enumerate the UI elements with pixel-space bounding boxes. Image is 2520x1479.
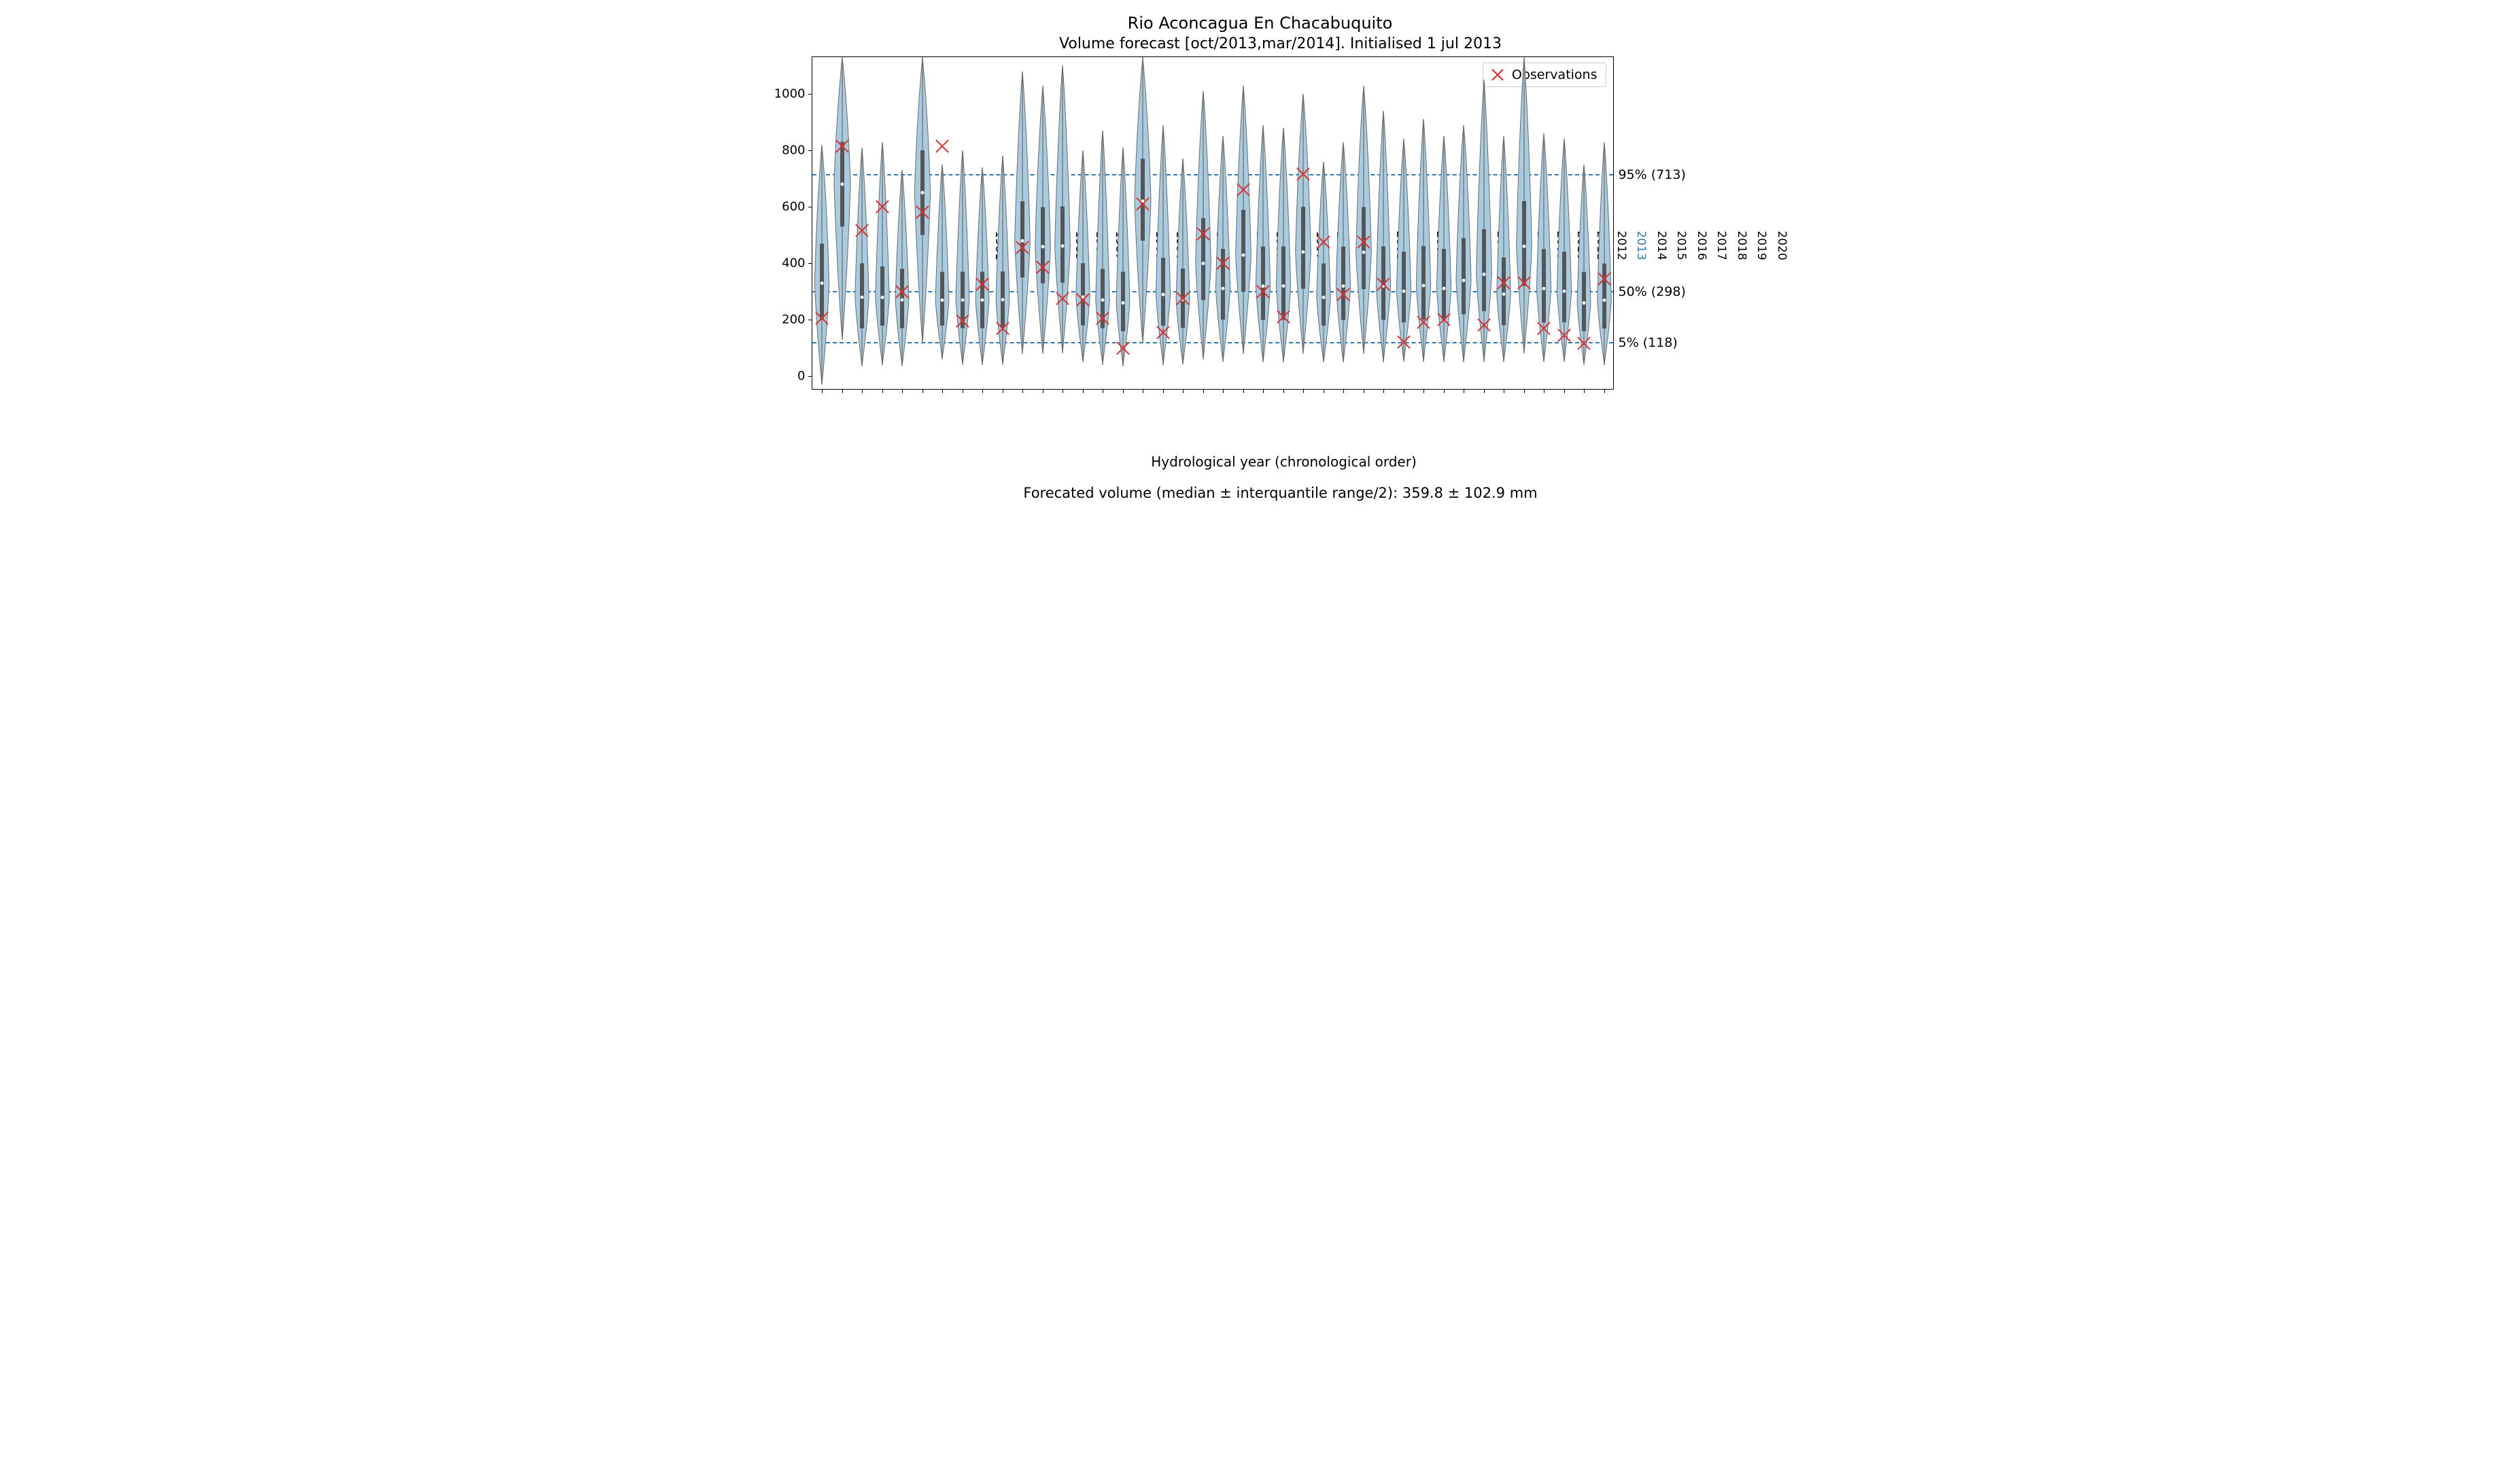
legend: Observations <box>1483 63 1606 87</box>
violin <box>1015 71 1031 354</box>
quantile-hline-label: 50% (298) <box>1619 284 1686 299</box>
quantile-hline-label: 95% (713) <box>1619 167 1686 182</box>
axes-title: Volume forecast [oct/2013,mar/2014]. Ini… <box>805 35 1757 52</box>
violin <box>1195 91 1211 359</box>
violin <box>1377 111 1391 362</box>
y-tick-mark <box>808 150 812 151</box>
chart-container: Rio Aconcagua En Chacabuquito Volume for… <box>764 14 1757 501</box>
x-tick-mark <box>882 389 883 393</box>
violin <box>1456 125 1471 362</box>
quantile-hline-label: 5% (118) <box>1619 335 1678 350</box>
violin <box>1476 80 1491 362</box>
violin <box>956 150 969 365</box>
x-tick-mark <box>1283 389 1284 393</box>
violin <box>1557 139 1571 362</box>
x-tick-mark <box>822 389 823 393</box>
violin <box>855 148 869 367</box>
violin <box>1135 57 1151 342</box>
violin <box>1598 142 1611 365</box>
plot-area: Observations 020040060080010001981198219… <box>812 56 1614 390</box>
figure-suptitle: Rio Aconcagua En Chacabuquito <box>764 14 1757 33</box>
violin <box>1076 150 1090 362</box>
violin <box>895 170 909 367</box>
x-tick-mark <box>902 389 903 393</box>
y-tick-mark <box>808 376 812 377</box>
y-tick-label: 800 <box>772 143 806 158</box>
x-tick-mark <box>1564 389 1565 393</box>
x-tick-mark <box>1022 389 1023 393</box>
violin <box>1156 125 1170 365</box>
x-tick-mark <box>1203 389 1204 393</box>
violin <box>1235 86 1251 354</box>
x-tick-mark <box>862 389 863 393</box>
x-tick-mark <box>1263 389 1264 393</box>
x-tick-mark <box>1183 389 1184 393</box>
violin <box>1035 86 1050 354</box>
x-tick-mark <box>1584 389 1585 393</box>
y-tick-mark <box>808 263 812 264</box>
violin <box>876 142 889 365</box>
violin <box>1396 139 1411 362</box>
violin <box>1116 148 1130 367</box>
x-axis-label: Hydrological year (chronological order) <box>1151 454 1417 470</box>
violin <box>996 156 1009 364</box>
x-tick-mark <box>942 389 943 393</box>
violin <box>1336 142 1351 362</box>
violin <box>1436 136 1451 362</box>
violin <box>1176 158 1190 364</box>
violin <box>1577 165 1591 365</box>
quantile-hline <box>812 342 1613 343</box>
x-tick-mark <box>1243 389 1244 393</box>
y-tick-label: 1000 <box>772 86 806 101</box>
violin <box>1276 128 1290 362</box>
violin <box>1516 57 1532 354</box>
x-tick-mark <box>1083 389 1084 393</box>
violin <box>1256 125 1271 362</box>
x-tick-mark <box>1383 389 1384 393</box>
violin <box>1356 86 1371 354</box>
violin <box>1216 136 1230 362</box>
quantile-hline <box>812 174 1613 175</box>
observation-marker <box>933 137 951 155</box>
y-tick-label: 200 <box>772 313 806 327</box>
x-tick-mark <box>982 389 983 393</box>
y-tick-label: 0 <box>772 369 806 384</box>
x-tick-mark <box>842 389 843 393</box>
x-tick-mark <box>1423 389 1424 393</box>
legend-marker-icon <box>1490 67 1505 82</box>
y-tick-label: 600 <box>772 200 806 214</box>
x-tick-mark <box>1303 389 1304 393</box>
x-tick-mark <box>922 389 923 393</box>
x-tick-mark <box>1444 389 1445 393</box>
violin <box>1096 131 1109 365</box>
y-tick-mark <box>808 94 812 95</box>
x-tick-mark <box>1524 389 1525 393</box>
quantile-hline <box>812 291 1613 292</box>
violin <box>1417 119 1431 362</box>
violin <box>1055 65 1071 354</box>
x-tick-mark <box>1604 389 1605 393</box>
violin <box>815 145 829 385</box>
x-tick-mark <box>1484 389 1485 393</box>
x-tick-mark <box>1163 389 1164 393</box>
violin <box>834 57 850 339</box>
x-tick-mark <box>1343 389 1344 393</box>
violin <box>976 167 989 365</box>
violin <box>1296 94 1311 354</box>
x-tick-mark <box>1123 389 1124 393</box>
violin <box>1317 162 1330 362</box>
violin <box>914 57 930 342</box>
footer-text: Forecated volume (median ± interquantile… <box>805 485 1757 501</box>
violin <box>1497 136 1511 362</box>
violin <box>935 165 949 360</box>
violin <box>1537 133 1551 362</box>
x-tick-mark <box>1223 389 1224 393</box>
